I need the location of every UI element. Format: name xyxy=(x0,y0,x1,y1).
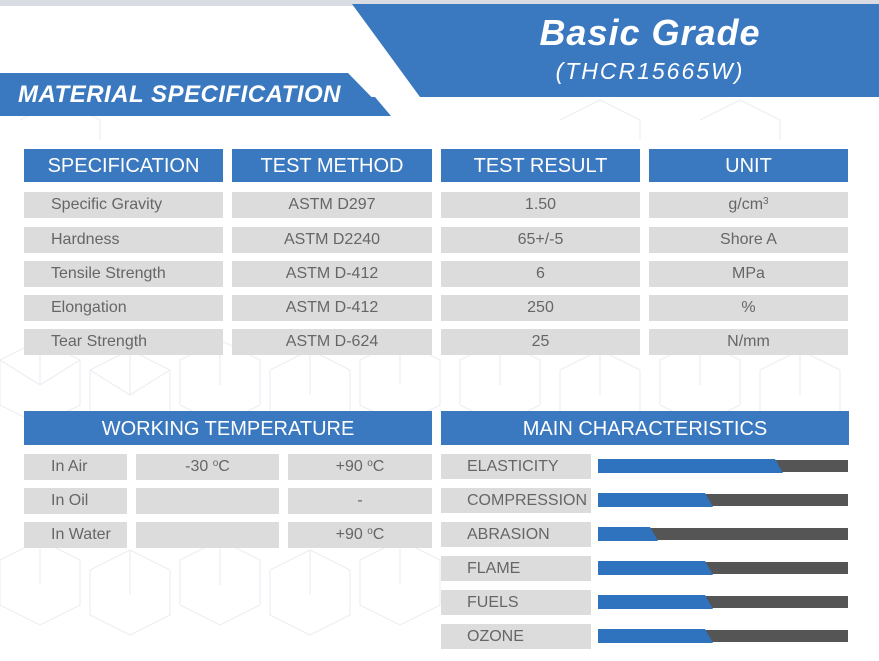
spec-name: Specific Gravity xyxy=(24,192,223,218)
spec-unit: Shore A xyxy=(649,227,848,253)
rating-bar xyxy=(598,527,848,541)
rating-bar xyxy=(598,493,848,507)
rating-bar-fill xyxy=(598,493,713,507)
spec-name: Tear Strength xyxy=(24,329,223,355)
temp-unit: C xyxy=(372,526,385,543)
temp-medium: In Air xyxy=(24,454,127,480)
temp-medium: In Oil xyxy=(24,488,127,514)
header-specification: SPECIFICATION xyxy=(24,149,223,182)
rating-bar xyxy=(598,459,848,473)
spec-result: 1.50 xyxy=(441,192,640,218)
section-banner-tail xyxy=(0,97,391,116)
rating-bar xyxy=(598,629,848,643)
header-test-method: TEST METHOD xyxy=(232,149,432,182)
spec-method: ASTM D-412 xyxy=(232,261,432,287)
characteristic-label: COMPRESSION xyxy=(441,488,591,513)
rating-bar-fill xyxy=(598,459,783,473)
temp-min xyxy=(136,522,279,548)
section-title: MATERIAL SPECIFICATION xyxy=(18,81,341,108)
degree-mark: o xyxy=(367,458,373,469)
top-divider xyxy=(0,0,879,6)
rating-bar xyxy=(598,561,848,575)
spec-method: ASTM D-412 xyxy=(232,295,432,321)
spec-result: 25 xyxy=(441,329,640,355)
spec-result: 6 xyxy=(441,261,640,287)
spec-method: ASTM D2240 xyxy=(232,227,432,253)
degree-mark: o xyxy=(367,526,373,537)
spec-unit: N/mm xyxy=(649,329,848,355)
characteristic-label: FLAME xyxy=(441,556,591,581)
spec-name: Tensile Strength xyxy=(24,261,223,287)
characteristic-label: OZONE xyxy=(441,624,591,649)
degree-mark: o xyxy=(212,458,219,469)
unit-superscript: 3 xyxy=(763,196,769,207)
rating-bar-fill xyxy=(598,595,713,609)
temp-min: -30 oC xyxy=(136,454,279,480)
spec-unit: g/cm3 xyxy=(649,192,848,218)
temp-max: +90 oC xyxy=(288,454,432,480)
grade-title: Basic Grade xyxy=(539,12,761,53)
header-banner xyxy=(0,4,879,100)
temp-value: -30 xyxy=(185,458,209,475)
section-banner-shape xyxy=(0,73,375,100)
temp-unit: C xyxy=(372,458,385,475)
temp-max: +90 oC xyxy=(288,522,432,548)
spec-name: Hardness xyxy=(24,227,223,253)
temp-value: +90 xyxy=(335,458,363,475)
rating-bar xyxy=(598,595,848,609)
temp-max: - xyxy=(288,488,432,514)
spec-name: Elongation xyxy=(24,295,223,321)
grade-code: (THCR15665W) xyxy=(555,58,745,84)
unit-text: g/cm xyxy=(728,196,764,213)
working-temperature-title: WORKING TEMPERATURE xyxy=(24,411,432,445)
temp-medium: In Water xyxy=(24,522,127,548)
spec-result: 250 xyxy=(441,295,640,321)
characteristic-label: ELASTICITY xyxy=(441,454,591,479)
spec-unit: MPa xyxy=(649,261,848,287)
characteristic-label: ABRASION xyxy=(441,522,591,547)
rating-bar-fill xyxy=(598,629,713,643)
spec-result: 65+/-5 xyxy=(441,227,640,253)
grade-banner-shape xyxy=(352,4,879,97)
spec-method: ASTM D-624 xyxy=(232,329,432,355)
rating-bar-track xyxy=(598,528,848,540)
rating-bar-fill xyxy=(598,561,713,575)
spec-method: ASTM D297 xyxy=(232,192,432,218)
main-characteristics-title: MAIN CHARACTERISTICS xyxy=(441,411,849,445)
characteristic-label: FUELS xyxy=(441,590,591,615)
spec-unit: % xyxy=(649,295,848,321)
temp-value: +90 xyxy=(335,526,363,543)
rating-bar-fill xyxy=(598,527,658,541)
temp-unit: C xyxy=(218,458,230,475)
header-test-result: TEST RESULT xyxy=(441,149,640,182)
temp-min xyxy=(136,488,279,514)
header-unit: UNIT xyxy=(649,149,848,182)
